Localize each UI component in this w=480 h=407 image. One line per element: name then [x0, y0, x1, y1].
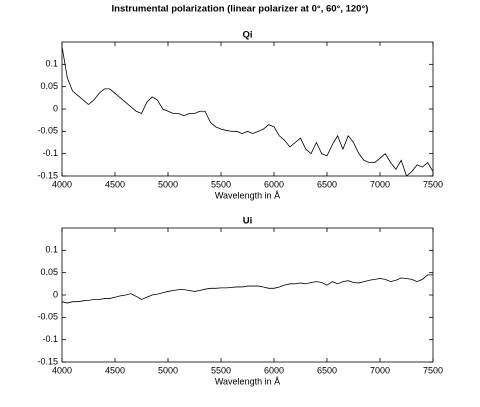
x-tick-label: 7500	[423, 179, 443, 189]
x-axis-label: Wavelength in Å	[215, 190, 280, 200]
y-tick-label: -0.1	[42, 148, 58, 158]
x-tick-label: 4500	[105, 365, 125, 375]
plot-area	[61, 41, 434, 177]
x-tick-label: 6500	[317, 365, 337, 375]
y-tick-label: 0	[53, 103, 58, 113]
y-tick-label: 0	[53, 289, 58, 299]
y-tick-label: -0.15	[37, 356, 58, 366]
y-tick-label: 0.1	[45, 59, 58, 69]
x-tick-label: 6000	[264, 179, 284, 189]
plot-area	[61, 227, 434, 363]
x-tick-label: 5000	[158, 179, 178, 189]
x-axis-label: Wavelength in Å	[215, 376, 280, 386]
data-line	[61, 274, 433, 304]
y-tick-label: 0.1	[45, 245, 58, 255]
x-tick-label: 4000	[52, 365, 72, 375]
chart-title: Ui	[243, 216, 253, 227]
x-tick-label: 4500	[105, 179, 125, 189]
x-tick-label: 7000	[370, 365, 390, 375]
x-tick-label: 6000	[264, 365, 284, 375]
x-tick-label: 7500	[423, 365, 443, 375]
y-tick-label: -0.1	[42, 334, 58, 344]
x-tick-label: 6500	[317, 179, 337, 189]
x-tick-label: 5000	[158, 365, 178, 375]
y-tick-label: -0.05	[37, 312, 58, 322]
x-tick-label: 7000	[370, 179, 390, 189]
y-tick-label: 0.05	[40, 267, 58, 277]
y-tick-label: -0.05	[37, 126, 58, 136]
x-tick-label: 5500	[211, 179, 231, 189]
x-tick-label: 5500	[211, 365, 231, 375]
figure-title: Instrumental polarization (linear polari…	[112, 4, 369, 15]
x-tick-label: 4000	[52, 179, 72, 189]
chart-title: Qi	[242, 30, 252, 41]
data-line	[61, 46, 434, 177]
y-tick-label: -0.15	[37, 170, 58, 180]
y-tick-label: 0.05	[40, 81, 58, 91]
